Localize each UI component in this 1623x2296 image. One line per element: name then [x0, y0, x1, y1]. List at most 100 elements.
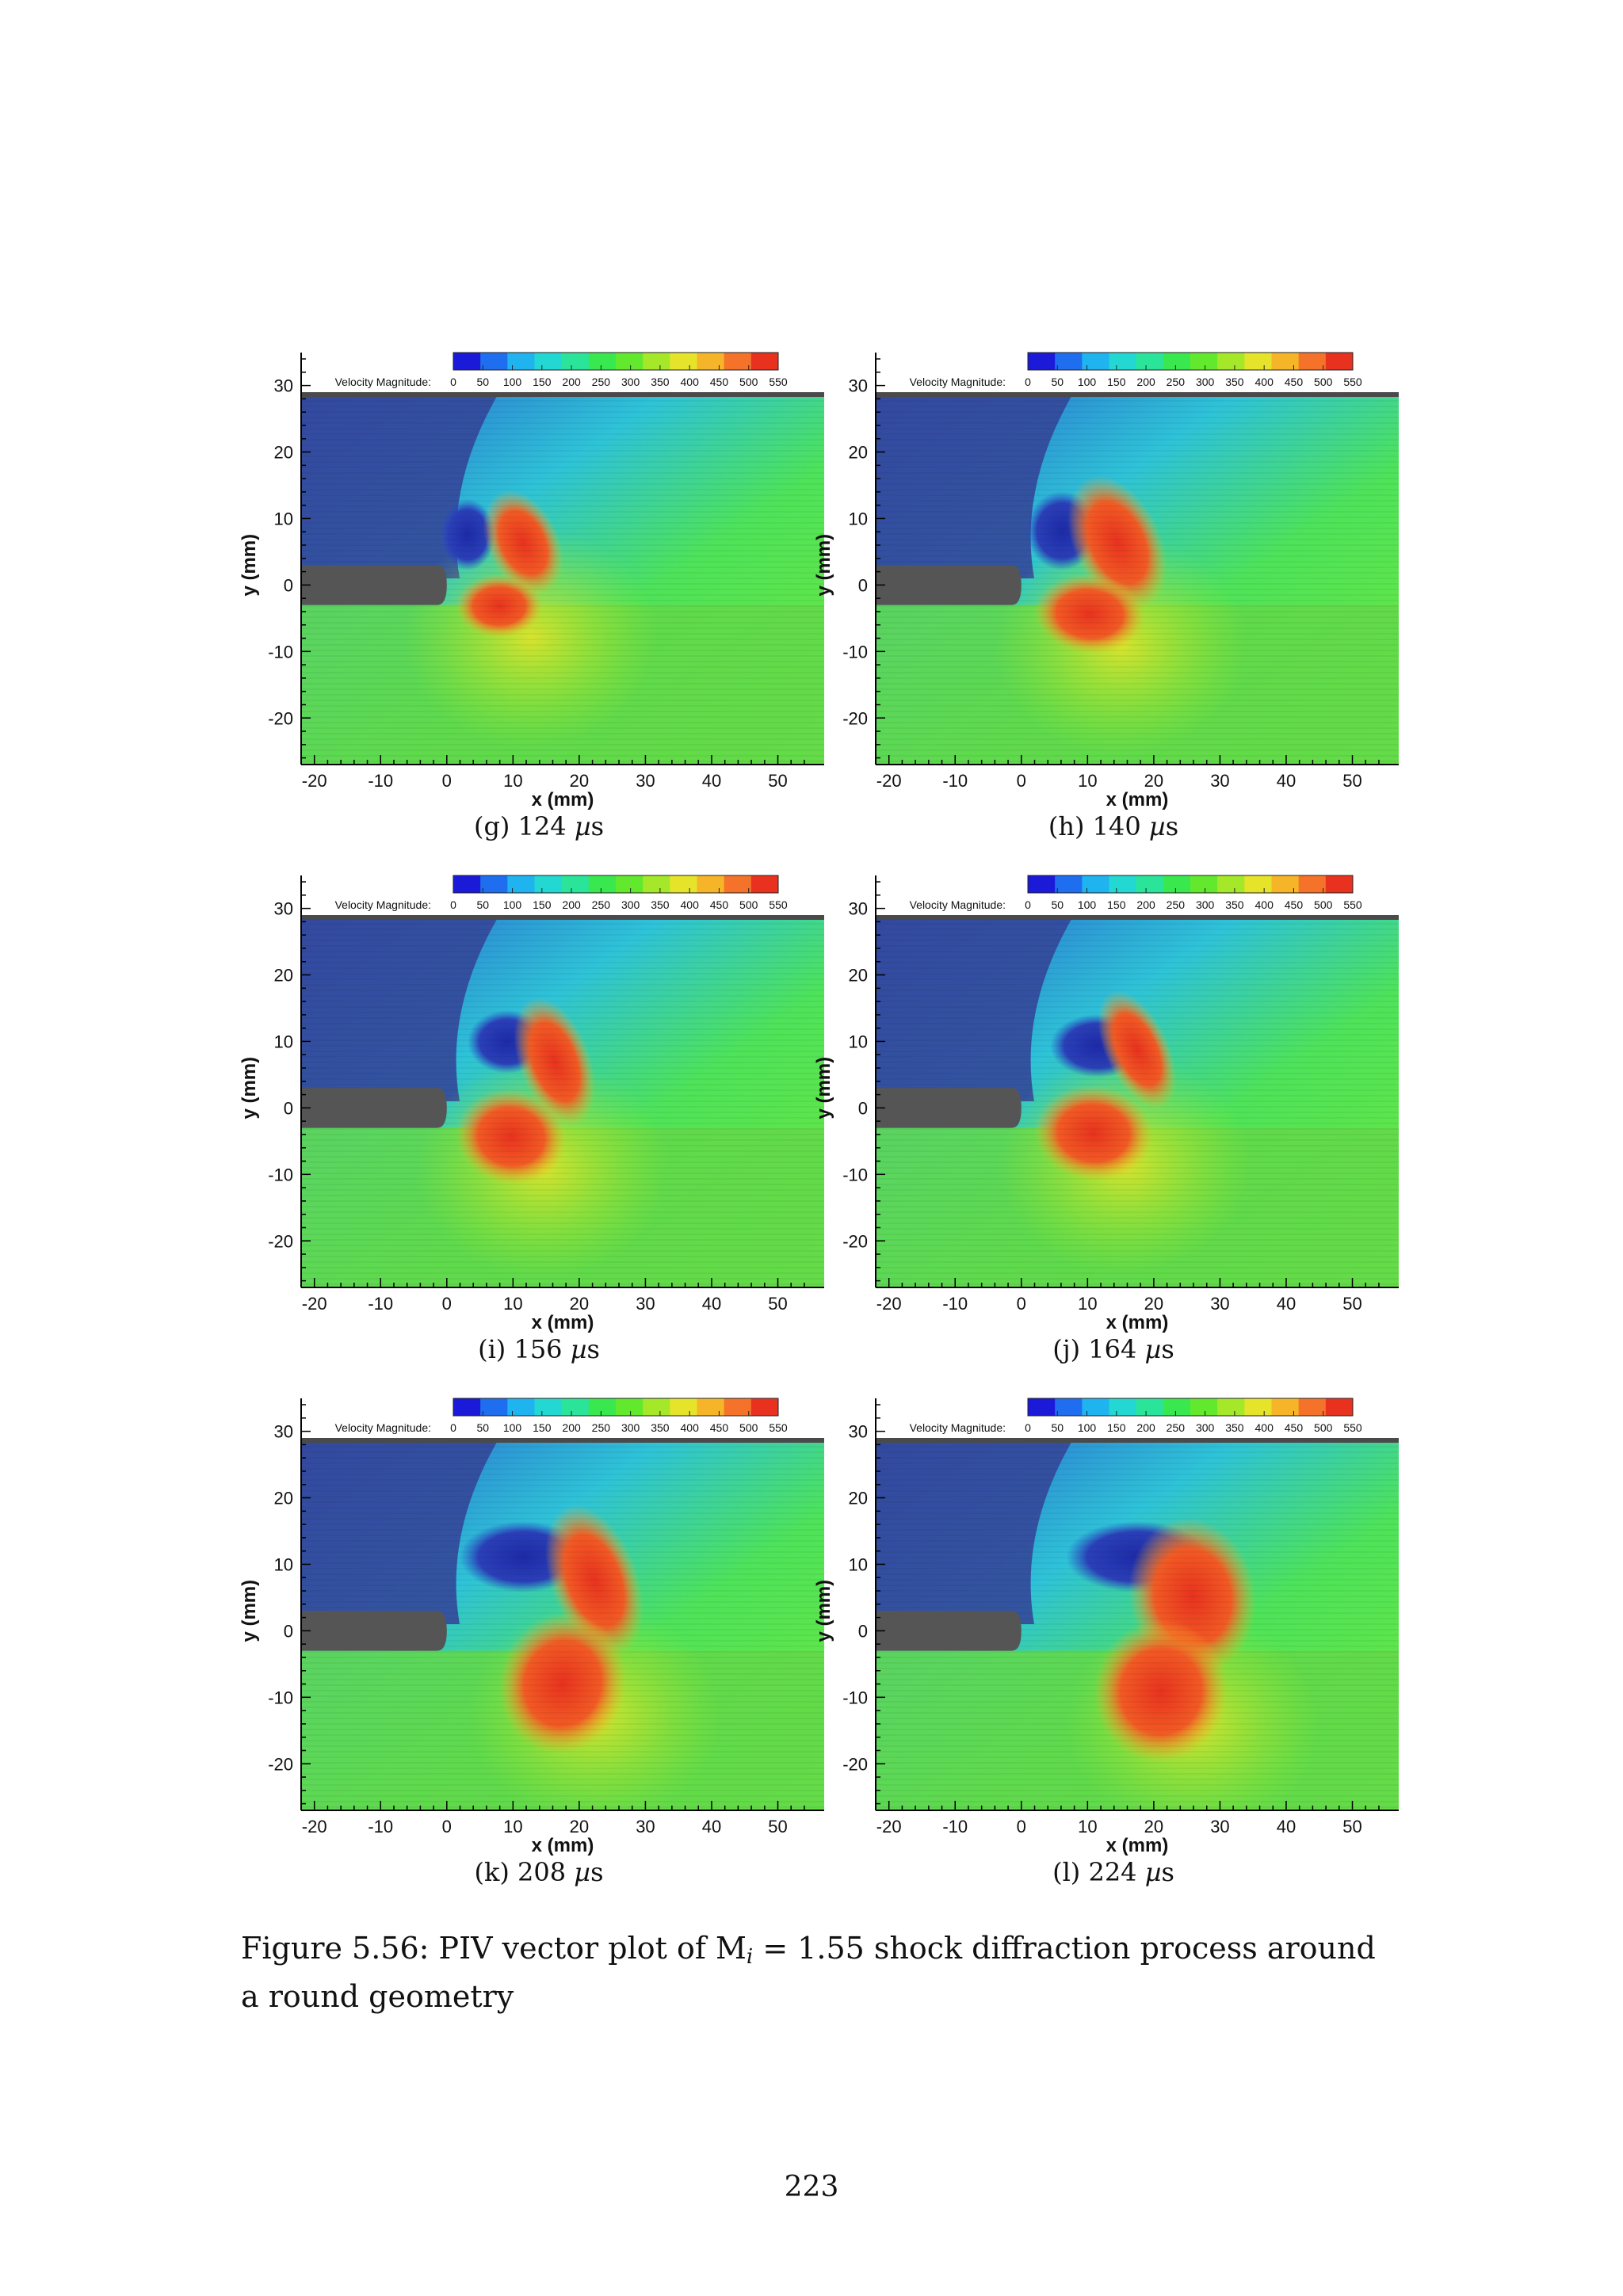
colorbar-segment — [1325, 353, 1354, 370]
mu-symbol: µ — [1144, 1857, 1162, 1887]
y-tick-label: 20 — [849, 443, 868, 463]
colorbar-segment — [616, 1398, 643, 1416]
x-tick-label: -20 — [876, 1294, 902, 1314]
x-tick-label: 0 — [442, 1817, 452, 1836]
y-axis-label: y (mm) — [813, 1057, 834, 1119]
colorbar-segment — [1055, 1398, 1083, 1416]
colorbar-tick-label: 200 — [562, 898, 581, 911]
panel-letter: (j) — [1052, 1334, 1081, 1364]
x-tick-label: -10 — [368, 1294, 393, 1314]
x-tick-label: -10 — [368, 1817, 393, 1836]
colorbar-tick-label: 50 — [476, 376, 489, 388]
colorbar-segment — [507, 875, 535, 893]
colorbar-tick-label: 200 — [1136, 898, 1155, 911]
colorbar-segment — [480, 353, 508, 370]
colorbar-tick-label: 0 — [1025, 898, 1031, 911]
colorbar-segment — [1190, 1398, 1218, 1416]
x-tick-label: 10 — [503, 1294, 522, 1314]
x-tick-label: 20 — [570, 771, 589, 791]
y-tick-label: 20 — [274, 1489, 293, 1508]
x-tick-label: 40 — [1277, 771, 1296, 791]
colorbar-tick-label: 350 — [1225, 376, 1244, 388]
colorbar-segment — [670, 353, 697, 370]
geometry-plate — [301, 1611, 447, 1651]
colorbar-tick-label: 150 — [1107, 376, 1126, 388]
colorbar-segment — [1082, 1398, 1109, 1416]
colorbar-tick-label: 350 — [651, 376, 670, 388]
y-tick-label: 10 — [274, 509, 293, 528]
colorbar-segment — [670, 875, 697, 893]
colorbar-label: Velocity Magnitude: — [910, 1421, 1006, 1434]
colorbar-tick-label: 400 — [1255, 898, 1274, 911]
colorbar-segment — [643, 875, 670, 893]
colorbar-segment — [697, 875, 725, 893]
x-axis-label: x (mm) — [532, 1835, 594, 1856]
colorbar-label: Velocity Magnitude: — [335, 376, 431, 388]
colorbar-tick-label: 150 — [533, 1421, 552, 1434]
colorbar-segment — [1190, 353, 1218, 370]
x-tick-label: 50 — [768, 771, 787, 791]
colorbar-segment — [616, 353, 643, 370]
colorbar-tick-label: 350 — [651, 898, 670, 911]
colorbar-tick-label: 400 — [681, 1421, 700, 1434]
colorbar-segment — [588, 875, 617, 893]
colorbar-tick-label: 100 — [1078, 1421, 1097, 1434]
x-axis-label: x (mm) — [532, 1312, 594, 1333]
colorbar-tick-label: 400 — [681, 898, 700, 911]
colorbar-tick-label: 400 — [681, 376, 700, 388]
colorbar-segment — [724, 353, 752, 370]
y-tick-label: 0 — [284, 1098, 293, 1118]
colorbar-segment — [643, 1398, 670, 1416]
colorbar-segment — [1244, 1398, 1272, 1416]
colorbar-tick-label: 300 — [1196, 376, 1215, 388]
x-tick-label: 50 — [768, 1817, 787, 1836]
y-tick-label: -20 — [842, 1231, 868, 1251]
y-tick-label: 0 — [284, 575, 293, 595]
colorbar-tick-label: 500 — [1314, 898, 1333, 911]
colorbar-segment — [1028, 353, 1056, 370]
mu-symbol: µ — [574, 1857, 591, 1887]
colorbar-tick-label: 100 — [503, 376, 522, 388]
colorbar-segment — [1136, 1398, 1164, 1416]
colorbar-segment — [1136, 353, 1164, 370]
colorbar-tick-label: 550 — [769, 898, 788, 911]
colorbar-tick-label: 450 — [710, 1421, 729, 1434]
colorbar-segment — [534, 875, 563, 893]
y-tick-label: -20 — [268, 1754, 293, 1774]
panel-time: 224 — [1088, 1857, 1137, 1887]
y-tick-label: 20 — [849, 1489, 868, 1508]
panel-caption-i: (i) 156 µs — [238, 1334, 840, 1364]
x-tick-label: -20 — [302, 1294, 327, 1314]
colorbar-label: Velocity Magnitude: — [335, 898, 431, 911]
panel-caption-k: (k) 208 µs — [238, 1857, 840, 1887]
x-tick-label: -10 — [942, 771, 968, 791]
colorbar-segment — [1109, 353, 1137, 370]
colorbar-tick-label: 300 — [621, 376, 640, 388]
colorbar-tick-label: 250 — [1167, 376, 1186, 388]
velocity-field — [301, 392, 824, 765]
panel-caption-h: (h) 140 µs — [812, 811, 1415, 841]
x-tick-label: 20 — [570, 1294, 589, 1314]
x-tick-label: -10 — [942, 1294, 968, 1314]
colorbar-segment — [534, 1398, 563, 1416]
mu-symbol: µ — [574, 811, 591, 841]
colorbar-segment — [561, 353, 590, 370]
velocity-field — [301, 1438, 824, 1810]
x-tick-label: 40 — [702, 1294, 721, 1314]
colorbar-tick-label: 100 — [503, 1421, 522, 1434]
x-tick-label: 50 — [1342, 1294, 1361, 1314]
x-tick-label: 30 — [636, 1817, 655, 1836]
y-tick-label: 0 — [858, 575, 868, 595]
colorbar-tick-label: 350 — [1225, 898, 1244, 911]
panel-k: -20 -10 0 10 20 30 40 50 x (mm) 30 20 10 0 -10 -20 y (m… — [238, 1394, 840, 1933]
colorbar-segment — [750, 1398, 779, 1416]
x-tick-label: 20 — [1144, 1294, 1163, 1314]
figure-caption-subscript: i — [746, 1945, 754, 1969]
colorbar-segment — [1163, 1398, 1191, 1416]
x-tick-label: 20 — [1144, 771, 1163, 791]
y-tick-label: -10 — [842, 642, 868, 662]
colorbar-tick-label: 450 — [1285, 898, 1304, 911]
colorbar-tick-label: 450 — [1285, 376, 1304, 388]
x-tick-label: 10 — [503, 1817, 522, 1836]
